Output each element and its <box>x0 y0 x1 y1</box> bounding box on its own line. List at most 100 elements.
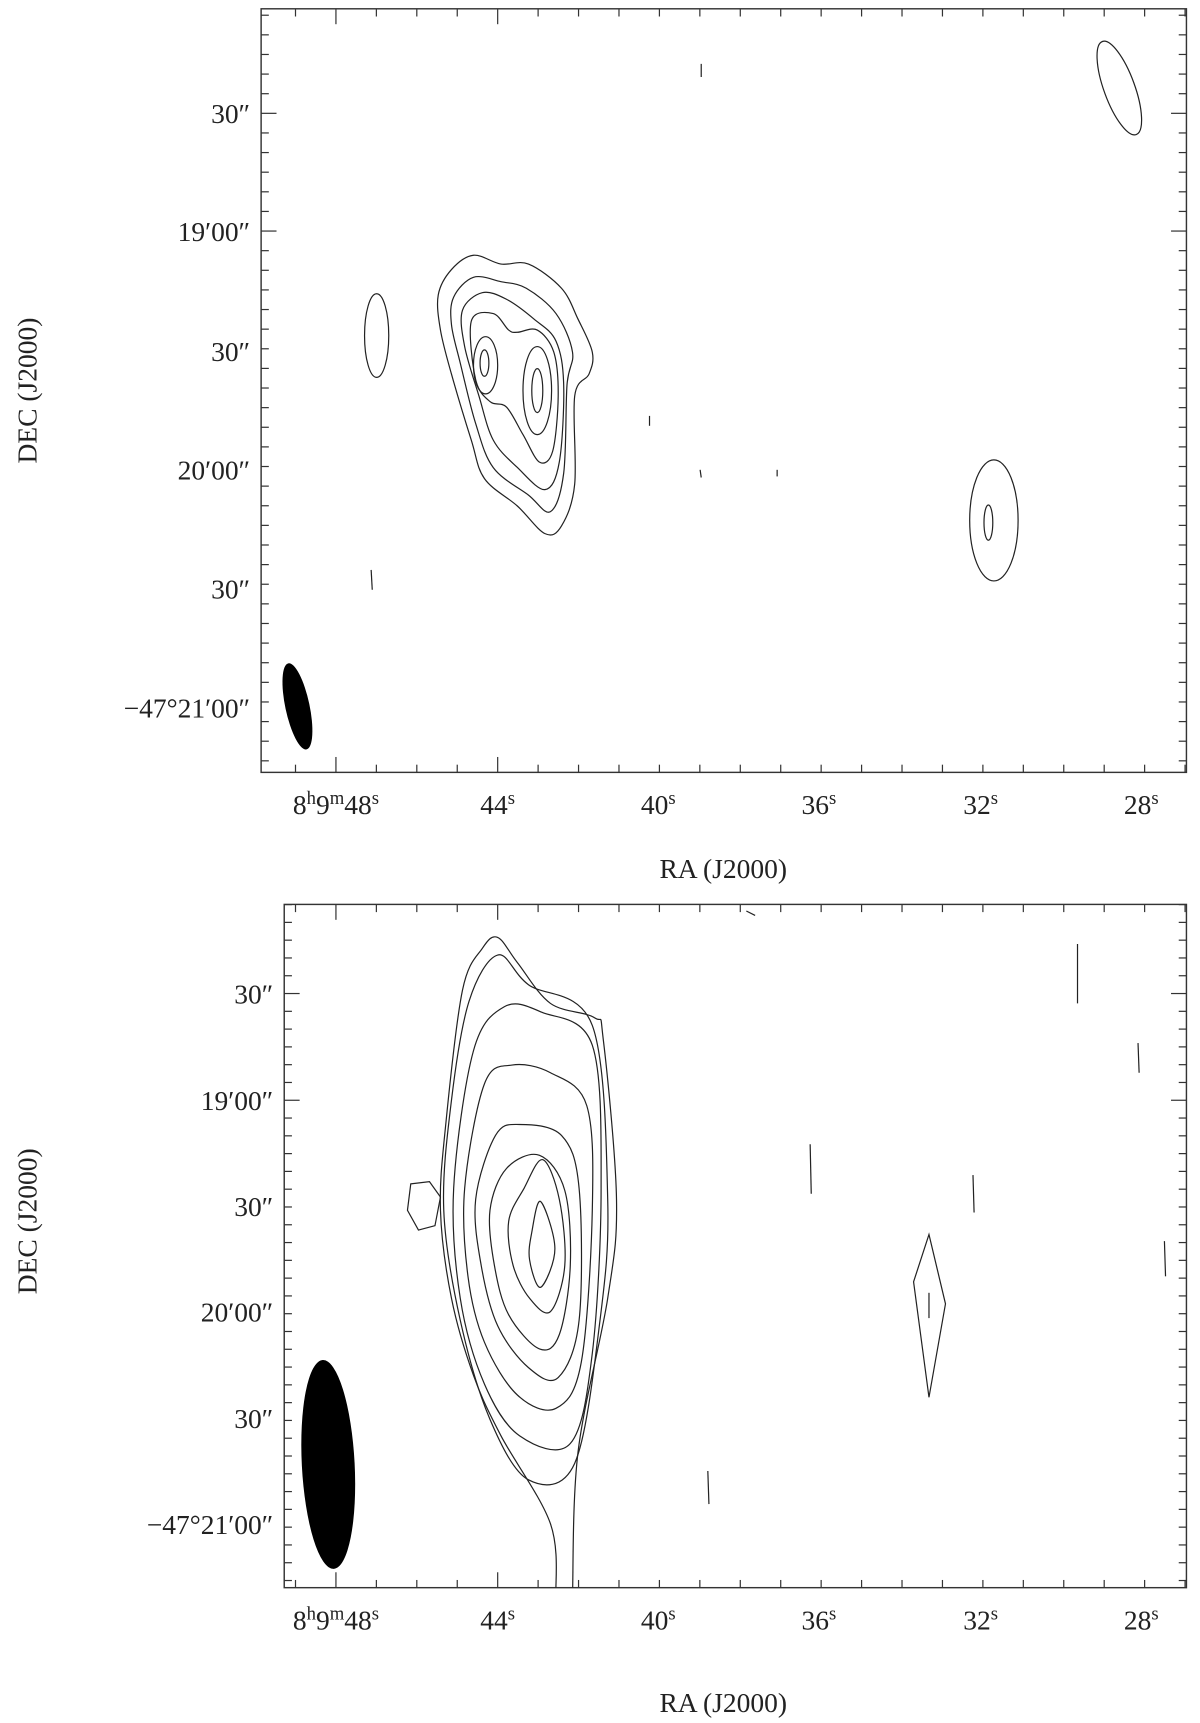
x-tick-unit: s <box>372 1603 379 1624</box>
contours <box>301 910 1167 1588</box>
y-tick-label: 30″ <box>234 978 273 1009</box>
x-tick-number: 28 <box>1124 1604 1151 1635</box>
contour <box>972 1175 975 1213</box>
contour <box>442 954 609 1486</box>
x-tick-label: 8h9m48s <box>293 788 379 820</box>
beam <box>282 663 313 750</box>
contour <box>983 504 994 541</box>
contour <box>707 1471 710 1505</box>
x-tick-number: 48 <box>344 1604 372 1635</box>
contour <box>746 910 756 916</box>
y-tick-label: −47°21′00″ <box>147 1509 273 1540</box>
contour <box>809 1144 812 1194</box>
x-tick-unit: s <box>668 788 675 809</box>
x-tick-number: 44 <box>480 1604 508 1635</box>
x-tick-number: 9 <box>316 789 330 820</box>
panel: 8h9m48s 44s 40s 36s 32s 28s30″19′00″30″20′00″… <box>12 903 1188 1718</box>
contour <box>469 311 559 464</box>
x-tick-number: 36 <box>802 789 830 820</box>
x-tick-unit: s <box>991 788 998 809</box>
x-tick-number: 9 <box>316 1604 330 1635</box>
x-tick-number: 40 <box>641 789 669 820</box>
x-tick-unit: s <box>372 788 379 809</box>
y-tick-label: 20′00″ <box>201 1296 273 1327</box>
x-tick-label: 28s <box>1124 788 1159 820</box>
contour <box>1137 1043 1140 1073</box>
x-tick-number: 36 <box>802 1604 830 1635</box>
x-tick-unit: m <box>330 788 345 809</box>
x-tick-label: 8h9m48s <box>293 1603 379 1635</box>
contour <box>1163 1241 1167 1277</box>
contour <box>450 276 574 513</box>
y-tick-label: 20′00″ <box>178 455 250 486</box>
x-axis-label: RA (J2000) <box>659 1687 787 1718</box>
y-tick-label: −47°21′00″ <box>124 692 250 723</box>
x-tick-label: 40s <box>641 788 676 820</box>
contour <box>363 293 390 378</box>
x-tick-label: 32s <box>963 1603 998 1635</box>
x-tick-unit: s <box>991 1603 998 1624</box>
contour <box>507 1159 566 1314</box>
x-tick-number: 28 <box>1124 789 1151 820</box>
x-tick-number: 8 <box>293 789 307 820</box>
x-tick-number: 32 <box>963 789 991 820</box>
contour <box>474 1123 583 1382</box>
plot-frame <box>260 8 1188 774</box>
contour <box>699 469 702 478</box>
x-tick-unit: m <box>330 1603 345 1624</box>
contour <box>406 1181 442 1231</box>
y-axis-label: DEC (J2000) <box>12 1148 43 1294</box>
contour <box>436 254 594 536</box>
contour <box>479 349 490 377</box>
x-tick-unit: s <box>829 1603 836 1624</box>
x-axis-label: RA (J2000) <box>659 853 787 884</box>
y-tick-label: 30″ <box>211 98 250 129</box>
contour <box>531 367 544 414</box>
contour <box>460 291 565 491</box>
x-tick-label: 40s <box>641 1603 676 1635</box>
contour <box>488 1153 572 1351</box>
contour <box>912 1232 947 1398</box>
x-tick-label: 36s <box>802 788 837 820</box>
contour <box>472 336 499 395</box>
contour <box>1096 40 1143 136</box>
x-tick-number: 48 <box>344 789 372 820</box>
contour <box>528 1200 556 1288</box>
y-tick-label: 30″ <box>211 574 250 605</box>
x-tick-label: 36s <box>802 1603 837 1635</box>
x-tick-unit: s <box>1151 788 1158 809</box>
x-tick-label: 32s <box>963 788 998 820</box>
contour <box>452 1003 602 1451</box>
contour <box>370 569 373 590</box>
panel: 8h9m48s 44s 40s 36s 32s 28s30″19′00″30″20′00″… <box>12 8 1188 884</box>
x-tick-number: 40 <box>641 1604 669 1635</box>
y-tick-label: 30″ <box>234 1191 273 1222</box>
x-tick-unit: s <box>508 1603 515 1624</box>
x-tick-label: 44s <box>480 788 515 820</box>
x-tick-unit: s <box>829 788 836 809</box>
beam <box>301 1360 356 1569</box>
x-tick-unit: s <box>1151 1603 1158 1624</box>
x-tick-unit: h <box>307 1603 317 1624</box>
plot-frame <box>283 903 1188 1589</box>
x-tick-unit: s <box>668 1603 675 1624</box>
y-tick-label: 19′00″ <box>178 216 250 247</box>
y-tick-label: 30″ <box>234 1403 273 1434</box>
x-tick-unit: h <box>307 788 317 809</box>
contours <box>282 40 1143 750</box>
y-axis-label: DEC (J2000) <box>12 318 43 464</box>
contour <box>969 459 1019 582</box>
x-tick-number: 32 <box>963 1604 991 1635</box>
x-tick-number: 44 <box>480 789 508 820</box>
y-tick-label: 19′00″ <box>201 1085 273 1116</box>
x-tick-label: 28s <box>1124 1603 1159 1635</box>
contour <box>462 1063 594 1411</box>
contour <box>522 345 553 436</box>
x-tick-label: 44s <box>480 1603 515 1635</box>
x-tick-unit: s <box>508 788 515 809</box>
x-tick-number: 8 <box>293 1604 307 1635</box>
y-tick-label: 30″ <box>211 336 250 367</box>
